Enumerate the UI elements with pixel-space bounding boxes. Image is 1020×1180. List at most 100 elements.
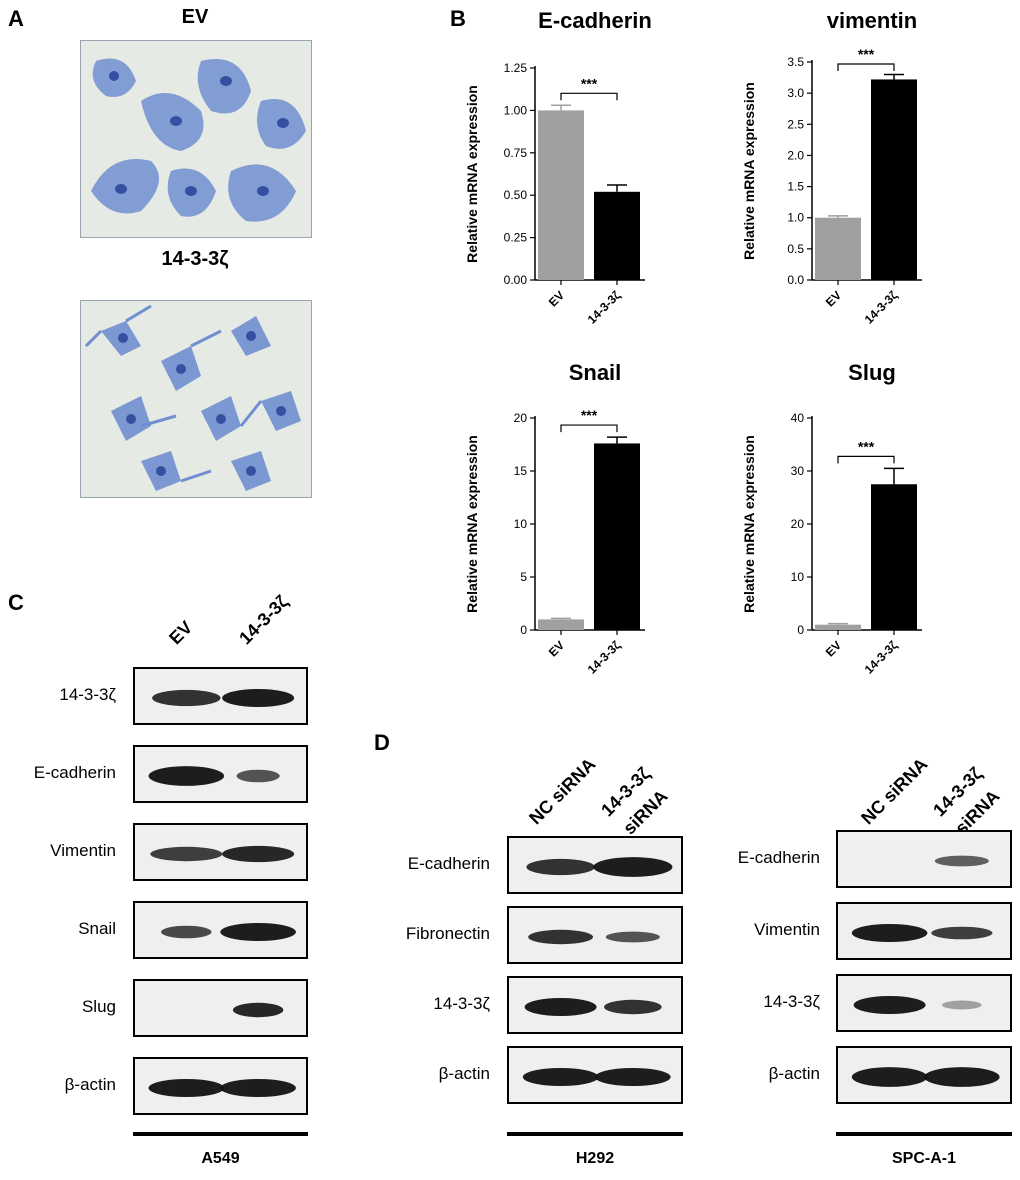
blot-band-box (507, 906, 683, 964)
blot-bands (522, 1068, 671, 1086)
chart-title: vimentin (827, 8, 917, 33)
significance-bracket (560, 424, 618, 433)
blot-band (236, 769, 280, 783)
blot-band-box (133, 979, 308, 1037)
bar (538, 110, 584, 281)
bar (815, 624, 861, 630)
y-axis-label: Relative mRNA expression (464, 85, 480, 263)
y-tick-label: 1.0 (787, 211, 804, 225)
significance-label: *** (581, 407, 598, 423)
blot-band (851, 924, 928, 942)
significance-bracket (837, 455, 895, 464)
y-tick-label: 0 (797, 623, 804, 637)
bar (871, 79, 917, 280)
blot-band-box (836, 902, 1012, 960)
y-tick-label: 20 (791, 517, 805, 531)
panel-label-d: D (374, 730, 390, 755)
y-tick-label: 2.5 (787, 117, 804, 131)
blot-bands (232, 1002, 284, 1018)
micrograph-title-ev: EV (181, 6, 209, 28)
c-column-1433z: 14-3-3ζ (235, 591, 292, 649)
blot-bands (851, 924, 993, 942)
blot-band-box (507, 1046, 683, 1104)
bar-charts: E-cadherin Relative mRNA expression 0.00 0.… (464, 8, 922, 677)
blot-bands (526, 857, 673, 877)
blot-row-label: 14-3-3ζ (763, 992, 820, 1011)
d-left-cell-line-label: H292 (575, 1150, 615, 1167)
blot-band (924, 1067, 1000, 1087)
blot-band (942, 1000, 982, 1010)
blot-band (220, 923, 296, 941)
y-tick-label: 2.0 (787, 148, 804, 162)
d-right-cell-line-label: SPC-A-1 (891, 1150, 956, 1167)
blot-row-label: 14-3-3ζ (433, 994, 490, 1013)
y-tick-label: 1.25 (504, 61, 528, 75)
blot-band (593, 857, 673, 877)
blot-row-label: Vimentin (50, 841, 116, 860)
blot-band (605, 931, 660, 943)
significance-label: *** (858, 438, 875, 454)
bar (871, 484, 917, 630)
x-tick-label: 14-3-3ζ (585, 638, 624, 677)
blot-bands (528, 929, 660, 945)
y-tick-label: 10 (791, 570, 805, 584)
micrograph-ev-image (81, 41, 311, 237)
significance-label: *** (858, 46, 875, 62)
y-tick-label: 30 (791, 464, 805, 478)
bar (538, 619, 584, 630)
blot-band (150, 846, 223, 862)
y-axis-label: Relative mRNA expression (741, 435, 757, 613)
x-tick-label: 14-3-3ζ (585, 288, 624, 327)
micrograph-title-1433z: 14-3-3ζ (161, 248, 229, 270)
y-tick-label: 0 (520, 623, 527, 637)
blot-band (148, 766, 225, 786)
d-right-cell-line-bar (836, 1132, 1012, 1136)
y-tick-label: 0.00 (504, 273, 528, 287)
micrograph-1433z (80, 300, 312, 498)
y-tick-label: 5 (520, 570, 527, 584)
blot-band-box (133, 1057, 308, 1115)
blot-bands (851, 1067, 1000, 1087)
blot-row-label: β-actin (768, 1064, 820, 1083)
blot-band (220, 1079, 296, 1097)
y-axis-label: Relative mRNA expression (464, 435, 480, 613)
y-tick-label: 0.75 (504, 146, 528, 160)
bar (594, 443, 640, 630)
blot-row-label: β-actin (438, 1064, 490, 1083)
blot-band-box (507, 836, 683, 894)
blot-bands (524, 998, 662, 1016)
blot-row-label: E-cadherin (737, 848, 820, 867)
blot-row-label: β-actin (64, 1075, 116, 1094)
micrograph-1433z-image (81, 301, 311, 497)
panel-label-a: A (8, 6, 24, 31)
y-tick-label: 20 (514, 411, 528, 425)
blot-band (595, 1068, 671, 1086)
c-cell-line-label: A549 (201, 1150, 240, 1167)
bar (594, 191, 640, 280)
blot-bands (148, 1079, 296, 1097)
d-right-column-nc: NC siRNA (857, 754, 932, 829)
blot-band (853, 996, 926, 1014)
c-column-ev: EV (165, 617, 197, 649)
d-left-cell-line-bar (507, 1132, 683, 1136)
chart-title: Slug (848, 360, 896, 385)
chart-title: E-cadherin (538, 8, 652, 33)
blot-band-box (836, 830, 1012, 888)
y-tick-label: 3.5 (787, 55, 804, 69)
blot-band-box (507, 976, 683, 1034)
x-tick-label: 14-3-3ζ (862, 288, 901, 327)
blot-band (526, 858, 595, 876)
blot-bands (161, 923, 296, 941)
blot-band (524, 998, 597, 1016)
blot-band-box (133, 745, 308, 803)
y-tick-label: 3.0 (787, 86, 804, 100)
blot-bands (150, 845, 295, 863)
blot-bands (853, 996, 982, 1014)
bar (815, 217, 861, 280)
significance-label: *** (581, 75, 598, 91)
blot-band-box (133, 901, 308, 959)
panel-label-b: B (450, 6, 466, 31)
y-tick-label: 40 (791, 411, 805, 425)
blot-band (522, 1068, 599, 1086)
